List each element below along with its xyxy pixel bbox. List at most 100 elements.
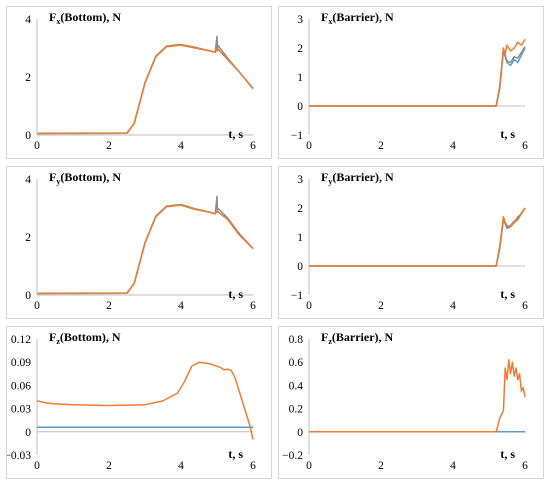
series-line-orange bbox=[36, 204, 254, 295]
chart-title-main: F bbox=[321, 10, 328, 24]
chart-title: Fx(Bottom), N bbox=[49, 10, 121, 26]
y-tick-label: 3 bbox=[297, 174, 303, 186]
chart-title-rest: (Bottom), N bbox=[60, 170, 121, 184]
chart-panel-fy-barrier: −1 0 1 2 3 0 2 4 6 t, s Fy(Barrier), N bbox=[278, 166, 544, 319]
chart-svg: −0.200.20.40.60.80 2 4 6t, sFz(Barrier), N bbox=[282, 330, 528, 472]
chart-title-rest: (Barrier), N bbox=[332, 170, 394, 184]
y-tick-label: 0 bbox=[25, 290, 31, 302]
x-tick-label: 2 bbox=[378, 140, 384, 152]
y-tick-label: 2 bbox=[25, 232, 31, 244]
chart-title-main: F bbox=[49, 330, 56, 344]
y-tick-label: 0 bbox=[25, 427, 31, 439]
y-tick-label: 0.06 bbox=[11, 380, 31, 392]
x-tick-label: 4 bbox=[450, 300, 456, 312]
series-line-gray bbox=[309, 207, 526, 267]
y-tick-label: 0 bbox=[297, 261, 303, 273]
chart-title-sub: x bbox=[328, 17, 332, 26]
chart-panel-fx-barrier: −1 0 1 2 3 0 2 4 6 t, s Fx(Barrier), N bbox=[278, 6, 544, 159]
chart-title-sub: z bbox=[56, 337, 60, 346]
x-tick-label: 6 bbox=[250, 300, 256, 312]
series-line-orange bbox=[309, 207, 526, 267]
chart-title-sub: z bbox=[328, 337, 332, 346]
x-axis-label: t, s bbox=[228, 127, 243, 141]
y-tick-label: 0.09 bbox=[11, 357, 31, 369]
y-tick-label: 1 bbox=[297, 72, 303, 84]
y-tick-label: 4 bbox=[25, 174, 31, 186]
y-tick-label: −0.03 bbox=[7, 450, 31, 462]
y-tick-label: 0 bbox=[25, 130, 31, 142]
y-tick-label: 0.12 bbox=[11, 334, 31, 346]
y-tick-label: 0.03 bbox=[11, 404, 31, 416]
x-tick-label: 4 bbox=[450, 140, 456, 152]
x-tick-label: 0 bbox=[34, 140, 40, 152]
chart-title-rest: (Barrier), N bbox=[332, 10, 394, 24]
chart-title: Fz(Barrier), N bbox=[321, 330, 394, 346]
x-tick-label: 0 bbox=[306, 460, 312, 472]
x-axis-label: t, s bbox=[228, 447, 243, 461]
chart-title: Fy(Bottom), N bbox=[49, 170, 121, 186]
x-tick-label: 2 bbox=[106, 300, 112, 312]
y-tick-label: 0 bbox=[297, 101, 303, 113]
x-tick-label: 6 bbox=[522, 460, 528, 472]
y-tick-label: −0.2 bbox=[282, 450, 303, 462]
y-tick-label: 0.2 bbox=[289, 404, 304, 416]
chart-title: Fz(Bottom), N bbox=[49, 330, 121, 346]
x-tick-label: 0 bbox=[306, 140, 312, 152]
series-line-orange bbox=[309, 359, 526, 433]
y-tick-label: 0.4 bbox=[289, 380, 304, 392]
chart-svg: 0 2 4 0 2 4 6 t, s Fy(Bottom), N bbox=[25, 170, 256, 312]
y-tick-label: 2 bbox=[25, 72, 31, 84]
y-tick-label: 1 bbox=[297, 232, 303, 244]
series-line-blue bbox=[36, 204, 254, 295]
x-tick-label: 0 bbox=[34, 300, 40, 312]
x-axis-label: t, s bbox=[500, 287, 515, 301]
y-tick-label: 3 bbox=[297, 14, 303, 26]
chart-title-main: F bbox=[49, 170, 56, 184]
chart-panel-fy-bottom: 0 2 4 0 2 4 6 t, s Fy(Bottom), N bbox=[6, 166, 272, 319]
chart-title-rest: (Bottom), N bbox=[60, 330, 121, 344]
chart-svg: 0 2 4 0 2 4 6 t, s Fx(Bottom), N bbox=[25, 10, 256, 152]
chart-panel-fz-bottom: −0.03 0 0.03 0.06 0.09 0.12 0 2 4 6 t, s Fz(Bottom)… bbox=[6, 326, 272, 479]
y-tick-label: 2 bbox=[297, 203, 303, 215]
series-line-orange bbox=[36, 361, 254, 440]
series-line-orange bbox=[309, 38, 526, 107]
x-tick-label: 2 bbox=[106, 140, 112, 152]
y-tick-label: −1 bbox=[291, 290, 303, 302]
y-tick-label: 0 bbox=[297, 427, 303, 439]
chart-title-sub: y bbox=[328, 177, 332, 186]
x-tick-label: 6 bbox=[250, 460, 256, 472]
x-tick-label: 0 bbox=[34, 460, 40, 472]
y-tick-label: −1 bbox=[291, 130, 303, 142]
x-tick-label: 6 bbox=[250, 140, 256, 152]
chart-title-rest: (Barrier), N bbox=[332, 330, 394, 344]
chart-title-sub: x bbox=[56, 17, 60, 26]
chart-title: Fx(Barrier), N bbox=[321, 10, 394, 26]
y-tick-label: 4 bbox=[25, 14, 31, 26]
x-tick-label: 2 bbox=[378, 460, 384, 472]
x-tick-label: 6 bbox=[522, 300, 528, 312]
series-line-gray bbox=[309, 46, 526, 107]
series-line-orange bbox=[36, 44, 254, 135]
chart-title-main: F bbox=[321, 170, 328, 184]
x-tick-label: 4 bbox=[450, 460, 456, 472]
y-tick-label: 0.8 bbox=[289, 334, 304, 346]
x-tick-label: 2 bbox=[378, 300, 384, 312]
x-tick-label: 0 bbox=[306, 300, 312, 312]
chart-title-rest: (Bottom), N bbox=[60, 10, 121, 24]
x-axis-label: t, s bbox=[500, 447, 515, 461]
chart-panel-fz-barrier: −0.2 0 0.2 0.4 0.6 0.8 0 2 4 6 t, s Fz(Barrier), N bbox=[278, 326, 544, 479]
y-tick-label: 0.6 bbox=[289, 357, 304, 369]
x-tick-label: 4 bbox=[178, 140, 184, 152]
chart-title-main: F bbox=[321, 330, 328, 344]
chart-title: Fy(Barrier), N bbox=[321, 170, 394, 186]
x-tick-label: 2 bbox=[106, 460, 112, 472]
x-axis-label: t, s bbox=[500, 127, 515, 141]
series-line-blue bbox=[309, 47, 526, 107]
x-axis-label: t, s bbox=[228, 287, 243, 301]
x-tick-label: 4 bbox=[178, 460, 184, 472]
chart-panel-fx-bottom: 0 2 4 0 2 4 6 t, s Fx(Bottom), N bbox=[6, 6, 272, 159]
x-tick-label: 6 bbox=[522, 140, 528, 152]
